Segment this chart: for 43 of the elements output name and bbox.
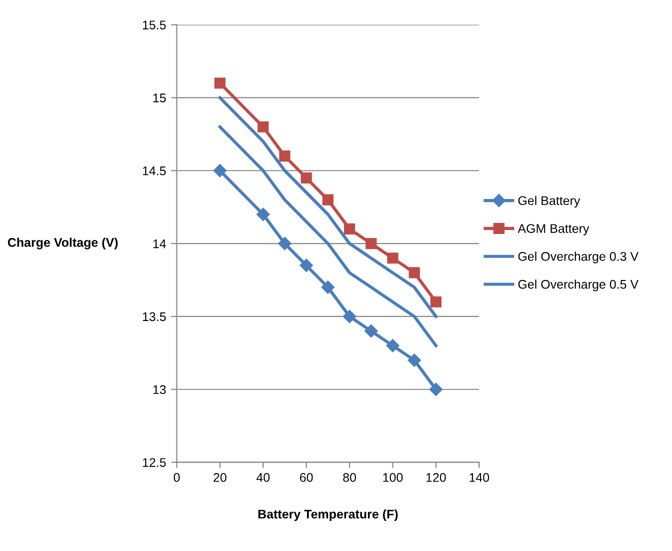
point <box>279 150 290 162</box>
x-axis-title: Battery Temperature (F) <box>258 509 398 522</box>
point <box>408 267 420 278</box>
point <box>429 382 443 396</box>
point <box>213 164 227 178</box>
point <box>364 324 378 338</box>
point <box>322 194 334 206</box>
legend-label: Gel Overcharge 0.5 V <box>518 280 639 292</box>
point <box>342 310 356 324</box>
x-tick-label: 100 <box>383 473 403 482</box>
x-tick-label: 80 <box>343 473 356 482</box>
point <box>408 354 421 367</box>
point <box>366 238 377 250</box>
line-series <box>218 96 438 318</box>
y-tick-label: 12.5 <box>142 458 166 467</box>
point <box>386 339 400 352</box>
legend-label: AGM Battery <box>518 224 590 236</box>
point <box>258 121 269 132</box>
x-tick-label: 140 <box>470 473 490 482</box>
y-tick-label: 13.5 <box>142 312 166 322</box>
x-tick-label: 120 <box>426 473 446 482</box>
x-tick-label: 40 <box>256 473 270 482</box>
y-tick-label: 15 <box>153 94 166 102</box>
y-tick-label: 15.5 <box>142 20 166 30</box>
point <box>430 296 442 308</box>
legend-label: Gel Battery <box>518 196 580 208</box>
legend-label: Gel Overcharge 0.3 V <box>518 252 639 264</box>
point <box>387 252 398 264</box>
line-series <box>218 125 438 348</box>
x-tick-label: 0 <box>174 473 180 482</box>
x-tick-label: 20 <box>214 473 226 482</box>
point <box>278 236 292 250</box>
point <box>321 280 335 294</box>
point <box>214 78 226 89</box>
point <box>344 223 356 235</box>
point <box>256 208 270 221</box>
y-tick-label: 13 <box>153 385 166 394</box>
y-tick-label: 14.5 <box>142 166 166 176</box>
x-tick-label: 60 <box>300 473 313 482</box>
point <box>300 258 313 272</box>
y-axis-title: Charge Voltage (V) <box>8 238 118 250</box>
point <box>300 172 312 184</box>
y-tick-label: 14 <box>153 239 166 248</box>
